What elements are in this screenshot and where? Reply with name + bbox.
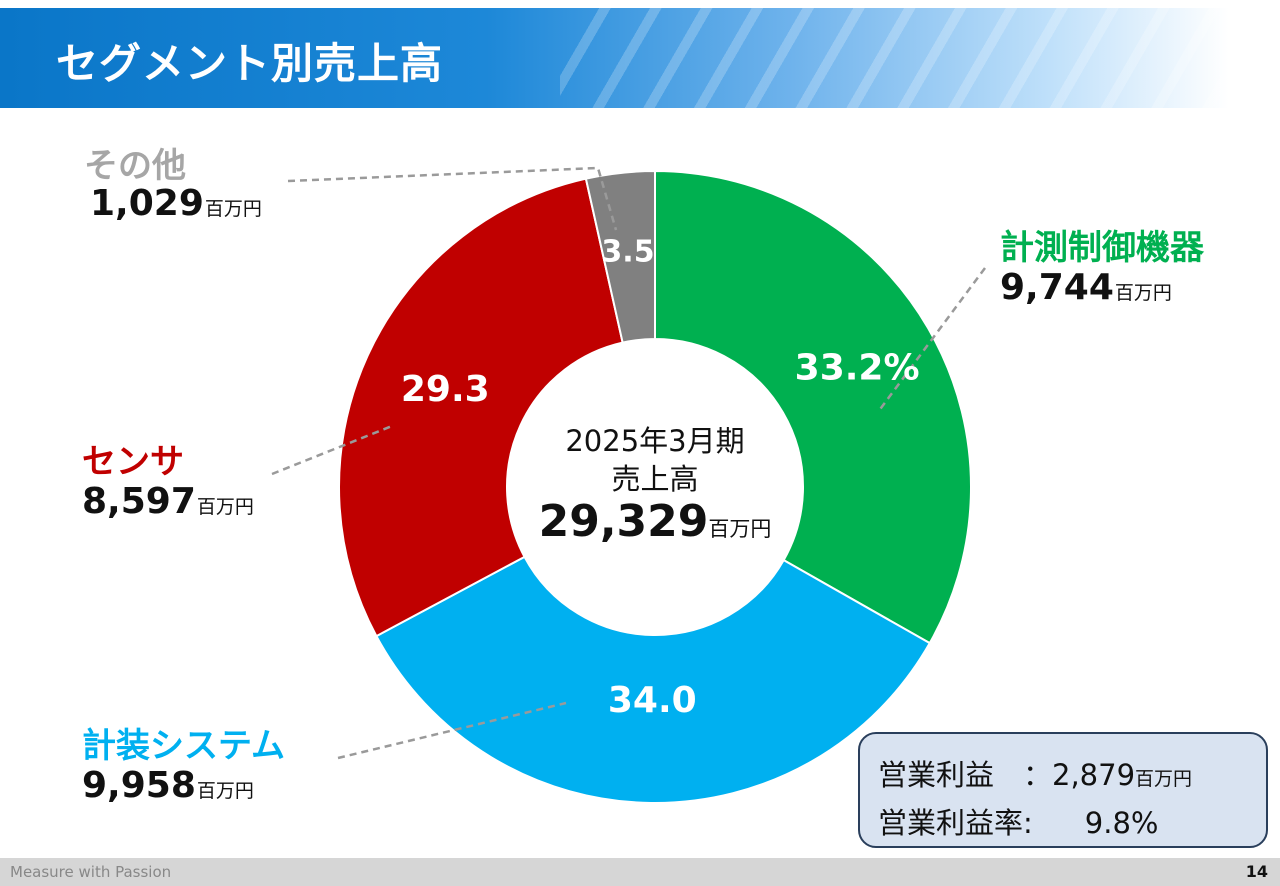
operating-margin-label: 営業利益率: (878, 806, 1033, 840)
segment-amount-other: 1,029 (90, 183, 204, 224)
percent-label-sensors: 29.3 (401, 369, 490, 410)
operating-profit-box: 営業利益 ：2,879百万円 営業利益率: 9.8% (858, 732, 1268, 848)
segment-label-other: その他 1,029百万円 (84, 138, 262, 224)
operating-margin-value: 9.8% (1084, 806, 1159, 840)
page-number: 14 (1245, 862, 1268, 881)
title-bar: セグメント別売上高 (0, 8, 1280, 108)
segment-name-measurement-control: 計測制御機器 (1000, 228, 1204, 268)
center-label: 売上高 (611, 462, 699, 496)
operating-profit-unit: 百万円 (1135, 768, 1193, 790)
segment-unit-measurement-control: 百万円 (1114, 282, 1172, 304)
operating-profit-label: 営業利益 ： (878, 758, 1053, 792)
segment-amount-measurement-control: 9,744 (1000, 267, 1114, 308)
segment-label-sensors: センサ 8,597百万円 (82, 434, 254, 522)
leader-line-other (287, 166, 618, 231)
operating-profit-value: 2,879 (1052, 758, 1136, 792)
donut-slice-sensors (338, 177, 624, 638)
donut-slice-instrumentation-systems (375, 555, 932, 804)
center-total-unit: 百万円 (708, 517, 772, 541)
operating-margin-row: 営業利益率: 9.8% (878, 800, 1158, 842)
operating-profit-row: 営業利益 ：2,879百万円 (878, 752, 1192, 794)
segment-name-other: その他 (84, 146, 186, 186)
footer-tagline: Measure with Passion (10, 863, 172, 881)
percent-label-other: 3.5 (601, 235, 654, 270)
segment-label-instrumentation-systems: 計装システム 9,958百万円 (82, 718, 285, 806)
center-period: 2025年3月期 (565, 424, 745, 458)
segment-amount-sensors: 8,597 (82, 481, 196, 522)
center-total: 29,329百万円 (505, 496, 805, 547)
center-total-value: 29,329 (538, 496, 709, 547)
leader-line-sensors (271, 424, 393, 476)
segment-unit-sensors: 百万円 (196, 496, 254, 518)
title-stripes (560, 8, 1260, 108)
donut-slice-other (584, 169, 656, 344)
segment-label-measurement-control: 計測制御機器 9,744百万円 (1000, 220, 1204, 308)
donut-slice-measurement-control (654, 169, 972, 645)
percent-label-measurement-control: 33.2% (795, 347, 920, 388)
segment-name-instrumentation-systems: 計装システム (82, 726, 285, 766)
segment-unit-other: 百万円 (204, 198, 262, 220)
segment-amount-instrumentation-systems: 9,958 (82, 765, 196, 806)
footer: Measure with Passion 14 (0, 858, 1280, 886)
segment-name-sensors: センサ (82, 442, 184, 482)
leader-line-measurement-control (876, 267, 987, 413)
percent-label-instrumentation-systems: 34.0 (608, 680, 697, 721)
page-title: セグメント別売上高 (56, 39, 444, 88)
leader-line-instrumentation-systems (337, 701, 567, 760)
segment-unit-instrumentation-systems: 百万円 (196, 780, 254, 802)
